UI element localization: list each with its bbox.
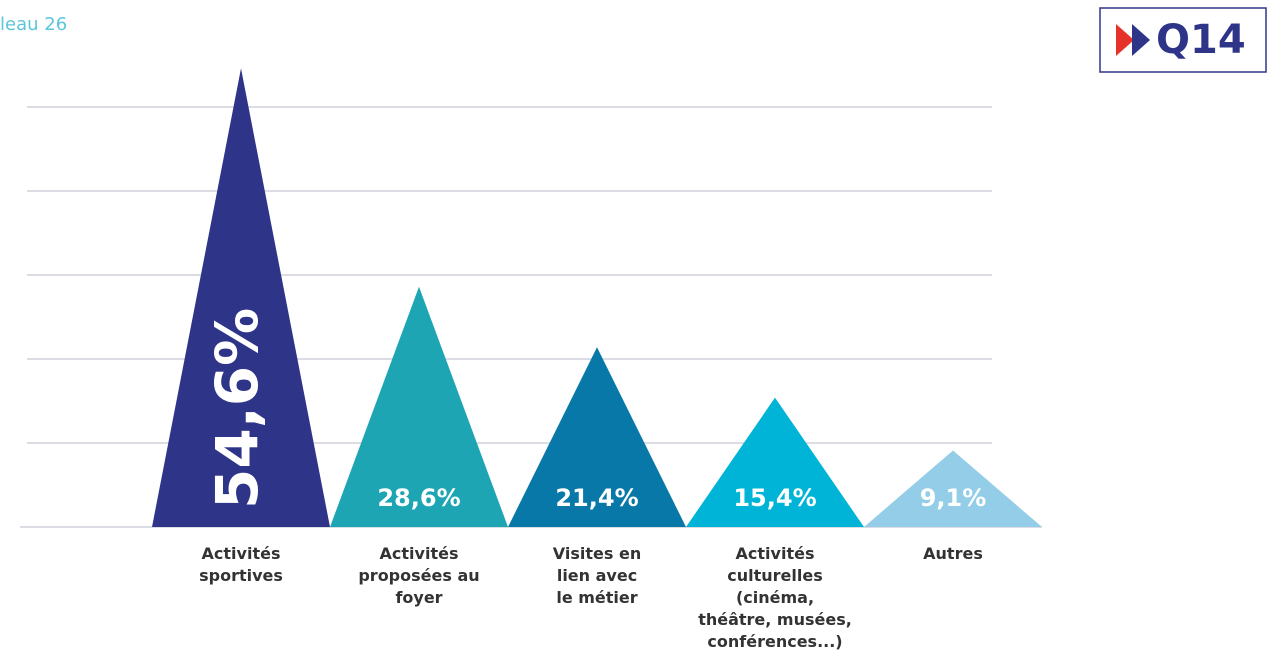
value-label: 9,1% <box>920 484 987 512</box>
badge-arrow <box>1116 24 1134 56</box>
badge-text: Q14 <box>1156 17 1246 63</box>
bar <box>686 397 864 527</box>
bar <box>330 286 508 527</box>
x-tick-label: Activités culturelles (cinéma, théâtre, … <box>698 544 852 651</box>
value-label: 54,6% <box>203 308 271 509</box>
x-tick-label: Visites en lien avec le métier <box>552 544 642 607</box>
bar <box>152 68 330 528</box>
x-tick-label: Activités proposées au foyer <box>358 544 480 607</box>
bar <box>864 450 1042 527</box>
x-tick-label: Activités sportives <box>199 544 283 585</box>
badge-arrow <box>1132 24 1150 56</box>
bar <box>508 347 686 527</box>
chart-title: leau 26 <box>0 14 67 35</box>
badge: Q14 <box>1099 7 1267 73</box>
value-label: 28,6% <box>377 484 460 512</box>
value-label: 15,4% <box>733 484 816 512</box>
value-label: 21,4% <box>555 484 638 512</box>
x-tick-label: Autres <box>923 544 983 563</box>
